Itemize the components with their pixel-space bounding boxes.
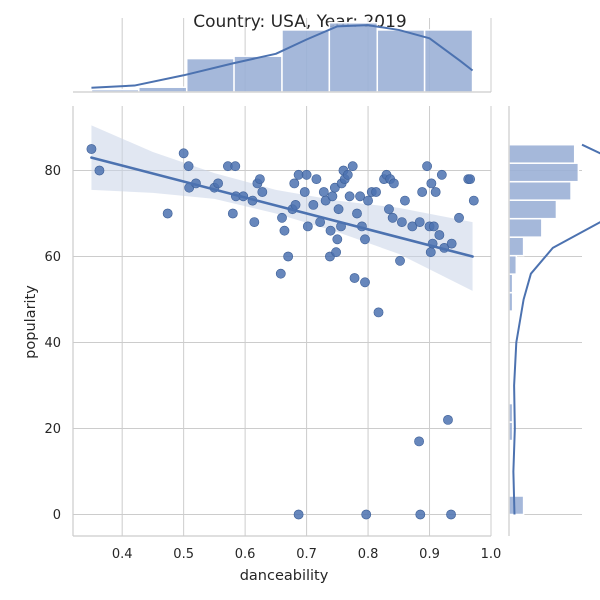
y-tick-label: 20 xyxy=(44,422,61,437)
scatter-point xyxy=(430,187,441,197)
scatter-point xyxy=(436,169,447,180)
scatter-point xyxy=(249,217,260,227)
scatter-point xyxy=(293,509,304,520)
scatter-point xyxy=(373,307,384,318)
scatter-point xyxy=(468,195,479,206)
right-histogram-bar xyxy=(508,143,576,164)
top-histogram-bar xyxy=(376,29,426,93)
right-histogram-bar xyxy=(508,180,572,201)
scatter-point xyxy=(415,509,426,520)
y-tick-label: 80 xyxy=(44,164,61,179)
scatter-point xyxy=(283,251,294,262)
scatter-point xyxy=(279,225,290,236)
scatter-point xyxy=(426,178,437,189)
scatter-point xyxy=(318,187,329,197)
scatter-point xyxy=(299,187,310,197)
scatter-point xyxy=(311,174,322,184)
right-marginal-histogram xyxy=(508,106,600,536)
x-axis-label: danceability xyxy=(240,568,329,584)
scatter-point xyxy=(387,212,398,223)
scatter-point xyxy=(301,169,312,180)
scatter-point xyxy=(86,144,97,154)
scatter-point xyxy=(422,161,432,172)
top-histogram-bar xyxy=(328,22,379,93)
scatter-point xyxy=(384,204,394,215)
regression-line xyxy=(90,156,474,258)
scatter-point xyxy=(352,208,362,219)
scatter-point xyxy=(331,247,341,258)
scatter-point xyxy=(254,174,265,184)
top-kde-curve xyxy=(91,24,474,89)
right-histogram-bar xyxy=(508,217,543,238)
scatter-point xyxy=(344,191,355,202)
scatter-point xyxy=(355,191,365,202)
x-tick-label: 0.5 xyxy=(173,547,194,562)
y-tick-label: 0 xyxy=(53,508,61,523)
scatter-point xyxy=(414,436,424,447)
scatter-point xyxy=(454,212,464,223)
y-tick-label: 60 xyxy=(44,250,61,265)
scatter-point xyxy=(395,255,405,266)
x-tick-label: 0.4 xyxy=(112,547,133,562)
scatter-point xyxy=(275,268,286,279)
scatter-point xyxy=(396,217,407,227)
x-tick-label: 0.6 xyxy=(235,547,256,562)
scatter-point xyxy=(327,191,338,202)
scatter-point xyxy=(94,165,105,176)
scatter-point xyxy=(333,204,344,215)
scatter-point xyxy=(213,178,223,189)
scatter-point xyxy=(347,161,358,172)
scatter-point xyxy=(342,169,353,180)
right-kde-curve xyxy=(512,143,600,515)
scatter-point xyxy=(425,247,436,258)
scatter-point xyxy=(183,161,194,172)
scatter-point xyxy=(371,187,381,197)
scatter-point xyxy=(227,208,238,219)
scatter-point xyxy=(308,199,319,210)
scatter-point xyxy=(434,230,445,240)
top-histogram-bar xyxy=(138,86,188,93)
scatter-point xyxy=(162,208,173,219)
scatter-point xyxy=(360,277,370,288)
x-tick-label: 0.8 xyxy=(358,547,379,562)
y-tick-label: 40 xyxy=(44,336,61,351)
scatter-point xyxy=(465,174,475,184)
scatter-point xyxy=(446,509,456,520)
scatter-point xyxy=(407,221,418,232)
scatter-point xyxy=(178,148,189,159)
top-marginal-histogram xyxy=(73,18,492,93)
scatter-point xyxy=(325,225,336,236)
scatter-point xyxy=(361,509,372,520)
scatter-plot-area: 0.4 0.5 0.6 0.7 0.8 0.9 1.0 0 20 40 60 80 xyxy=(44,106,501,562)
scatter-point xyxy=(363,195,373,206)
right-histogram-bar xyxy=(508,162,580,183)
scatter-point xyxy=(414,217,425,227)
scatter-point xyxy=(230,161,241,172)
scatter-point xyxy=(332,234,343,245)
right-histogram-bar xyxy=(508,495,525,516)
scatter-point xyxy=(360,234,370,245)
scatter-point xyxy=(289,178,300,189)
right-histogram-bar xyxy=(508,236,525,257)
scatter-point xyxy=(302,221,313,232)
x-tick-label: 0.7 xyxy=(296,547,317,562)
x-tick-label: 0.9 xyxy=(419,547,440,562)
scatter-point xyxy=(400,195,410,206)
scatter-point xyxy=(290,199,301,210)
scatter-point xyxy=(349,273,360,283)
scatter-point xyxy=(257,187,268,197)
y-axis-label: popularity xyxy=(23,285,39,359)
x-tick-label: 1.0 xyxy=(481,547,502,562)
scatter-point xyxy=(417,187,428,197)
scatter-point xyxy=(428,221,439,232)
right-histogram-bar xyxy=(508,199,558,220)
scatter-point xyxy=(443,414,453,425)
scatter-point xyxy=(446,238,457,249)
right-histogram-bar xyxy=(508,254,518,275)
top-histogram-bar xyxy=(185,57,235,93)
scatter-point xyxy=(277,212,287,223)
scatter-point xyxy=(388,178,399,189)
